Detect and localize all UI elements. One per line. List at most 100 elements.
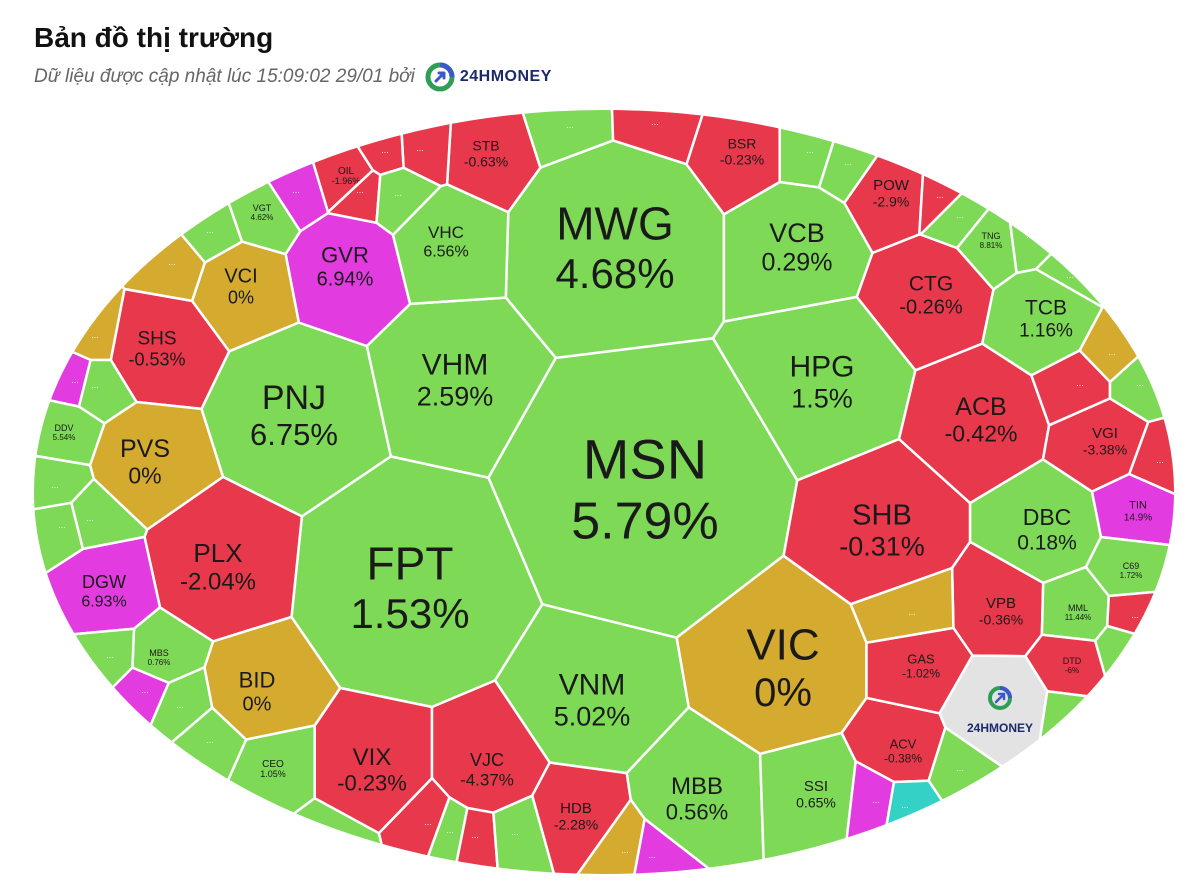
- ticker-label: ACV: [890, 736, 917, 751]
- change-value: -4.37%: [460, 770, 514, 789]
- small-stock-cell[interactable]: ...: [874, 779, 1003, 889]
- small-cell-label: ...: [806, 145, 814, 155]
- change-value: 6.75%: [250, 417, 338, 452]
- small-cell-label: ...: [844, 157, 852, 167]
- change-value: -0.26%: [899, 297, 963, 319]
- stock-cell-acv[interactable]: ACV-0.38%: [840, 696, 947, 784]
- cell-shape: [42, 706, 248, 876]
- change-value: 0%: [128, 463, 161, 489]
- small-cell-label: ...: [651, 117, 659, 127]
- cell-shape: [1034, 118, 1176, 309]
- small-cell-label: ...: [956, 763, 964, 773]
- small-stock-cell[interactable]: ...: [20, 627, 136, 782]
- ticker-label: MBS: [149, 648, 169, 658]
- small-stock-cell[interactable]: ...: [492, 794, 560, 889]
- change-value: 0.29%: [762, 249, 833, 277]
- change-value: -0.38%: [884, 751, 922, 765]
- ticker-label: BSR: [728, 135, 757, 151]
- small-stock-cell[interactable]: ...: [77, 358, 138, 425]
- ticker-label: SHS: [137, 329, 176, 350]
- small-cell-label: ...: [1136, 378, 1144, 388]
- small-stock-cell[interactable]: ...: [1034, 118, 1185, 309]
- ticker-label: VIC: [746, 621, 819, 670]
- change-value: 2.59%: [417, 382, 494, 412]
- brand-logo-icon: [425, 62, 455, 92]
- change-value: 6.56%: [423, 243, 468, 260]
- ticker-label: DDV: [54, 423, 73, 433]
- change-value: 4.62%: [251, 213, 274, 222]
- brand-name: 24HMONEY: [459, 68, 552, 85]
- small-stock-cell[interactable]: ...: [20, 177, 126, 362]
- change-value: -0.23%: [337, 771, 407, 796]
- ticker-label: VPB: [986, 595, 1016, 612]
- change-value: 5.79%: [571, 492, 718, 550]
- ticker-label: SSI: [804, 778, 828, 795]
- small-stock-cell[interactable]: ...: [62, 95, 244, 264]
- change-value: -0.36%: [979, 611, 1023, 627]
- change-value: -2.28%: [554, 816, 598, 832]
- ticker-label: DBC: [1023, 504, 1072, 530]
- small-cell-label: ...: [621, 845, 629, 855]
- change-value: 6.93%: [81, 593, 126, 610]
- stock-cell-gas[interactable]: GAS-1.02%: [865, 626, 974, 715]
- ticker-label: VGT: [253, 203, 272, 213]
- change-value: -2.04%: [180, 569, 256, 596]
- ticker-label: VJC: [470, 750, 504, 770]
- cell-shape: [758, 731, 857, 876]
- change-value: 0.76%: [148, 658, 171, 667]
- ticker-label: PLX: [193, 538, 242, 568]
- stock-cell-shb[interactable]: SHB-0.31%: [782, 437, 972, 606]
- watermark-logo-icon: [988, 686, 1012, 710]
- change-value: 4.68%: [555, 250, 674, 297]
- brand-logo[interactable]: 24HMONEY: [425, 62, 552, 92]
- ticker-label: VHC: [428, 223, 464, 242]
- cell-shape: [874, 779, 1003, 876]
- small-stock-cell[interactable]: ...: [1004, 95, 1185, 275]
- stock-cell-plx[interactable]: PLX-2.04%: [143, 475, 304, 643]
- ticker-label: MML: [1068, 603, 1088, 613]
- ticker-label: MWG: [556, 197, 674, 249]
- stock-cell-stb[interactable]: STB-0.63%: [445, 95, 542, 214]
- small-cell-label: ...: [91, 330, 99, 340]
- cell-shape: [1031, 689, 1176, 876]
- ticker-label: VIX: [353, 744, 392, 771]
- ticker-label: BID: [239, 667, 276, 692]
- small-stock-cell[interactable]: ...: [20, 95, 207, 303]
- change-value: 0.56%: [666, 800, 728, 825]
- small-stock-cell[interactable]: ...: [1031, 689, 1185, 889]
- stock-cell-shs[interactable]: SHS-0.53%: [109, 287, 231, 411]
- change-value: 0%: [228, 287, 254, 307]
- small-cell-label: ...: [908, 607, 916, 617]
- small-stock-cell[interactable]: ...: [20, 666, 170, 889]
- small-stock-cell[interactable]: ...: [42, 706, 248, 889]
- ticker-label: C69: [1123, 561, 1140, 571]
- map-border: [30, 106, 1178, 878]
- small-stock-cell[interactable]: ...: [375, 166, 443, 237]
- small-stock-cell[interactable]: ...: [849, 566, 955, 644]
- cell-shape: [375, 166, 443, 237]
- stock-cell-acb[interactable]: ACB-0.42%: [897, 342, 1051, 505]
- small-cell-label: ...: [956, 210, 964, 220]
- small-cell-label: ...: [71, 375, 79, 385]
- ticker-label: TCB: [1025, 296, 1067, 319]
- change-value: 5.54%: [53, 433, 76, 442]
- small-cell-label: ...: [326, 840, 334, 850]
- ticker-label: MBB: [671, 773, 723, 800]
- change-value: 8.81%: [980, 241, 1003, 250]
- small-cell-label: ...: [872, 795, 880, 805]
- small-stock-cell[interactable]: ...: [1093, 624, 1185, 764]
- small-cell-label: ...: [91, 380, 99, 390]
- small-cell-label: ...: [1108, 347, 1116, 357]
- small-cell-label: ...: [416, 143, 424, 153]
- change-value: -0.23%: [720, 151, 764, 167]
